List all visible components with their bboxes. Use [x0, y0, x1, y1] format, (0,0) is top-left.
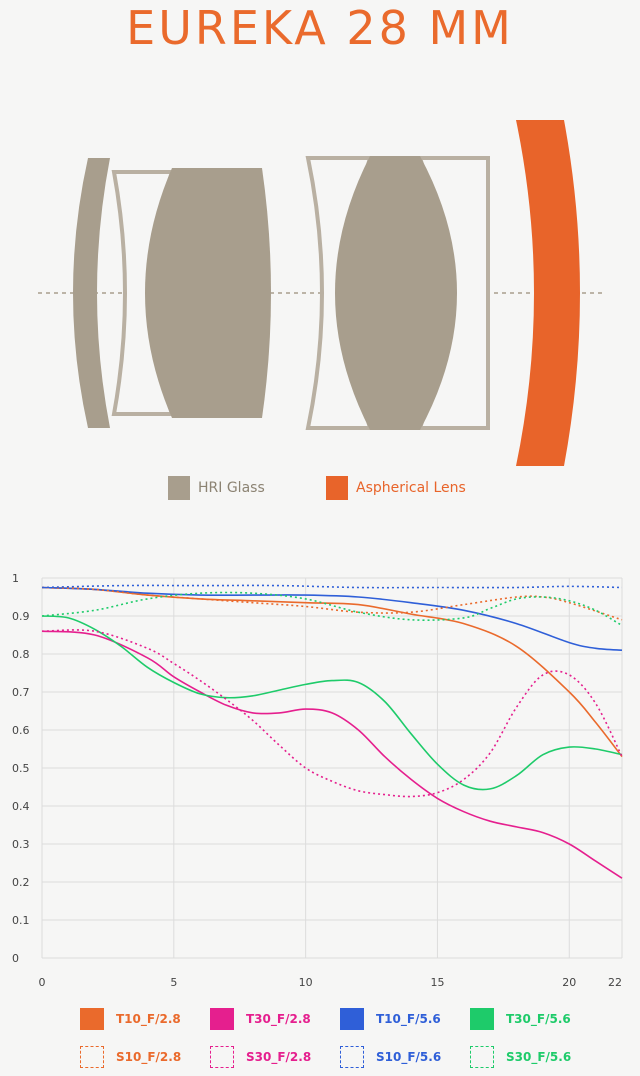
y-tick-label: 0.4 [12, 800, 30, 813]
legend-label: S30_F/5.6 [506, 1050, 572, 1064]
legend-item-s10-f-2-8: S10_F/2.8 [80, 1046, 181, 1068]
y-tick-label: 1 [12, 572, 19, 585]
page-title: EUREKA 28 MM [126, 1, 514, 55]
legend-label: T10_F/2.8 [116, 1012, 181, 1026]
legend-item-t30-f-2-8: T30_F/2.8 [210, 1008, 311, 1030]
legend-label: S30_F/2.8 [246, 1050, 312, 1064]
chart-legend: T10_F/2.8 T30_F/2.8 T10_F/5.6 T30_F/5.6 S10_… [60, 1008, 620, 1074]
chart-series [41, 584, 623, 879]
legend-swatch [80, 1046, 104, 1068]
legend-item-t30-f-5-6: T30_F/5.6 [470, 1008, 571, 1030]
y-tick-label: 0.5 [12, 762, 30, 775]
y-tick-label: 0.7 [12, 686, 30, 699]
series-line-s30-f-2-8 [41, 629, 623, 798]
y-tick-label: 0.6 [12, 724, 30, 737]
legend-swatch [470, 1008, 494, 1030]
x-tick-label: 15 [430, 976, 444, 989]
legend-label: T30_F/5.6 [506, 1012, 571, 1026]
x-tick-label: 22 [608, 976, 622, 989]
lens-element-6 [335, 156, 457, 430]
y-tick-label: 0 [12, 952, 19, 965]
hri-glass-label: HRI Glass [198, 480, 265, 496]
aspherical-label: Aspherical Lens [356, 480, 466, 496]
mtf-chart: 0 0.1 0.2 0.3 0.4 0.5 0.6 0.7 0.8 0.9 1 0 5 10 15 20 22 [12, 572, 623, 989]
series-line-t30-f-5-6 [41, 615, 623, 791]
chart-grid [41, 577, 623, 959]
hri-glass-swatch [168, 476, 190, 500]
legend-item-s30-f-2-8: S30_F/2.8 [210, 1046, 311, 1068]
legend-label: S10_F/2.8 [116, 1050, 182, 1064]
lens-element-3 [145, 168, 271, 418]
legend-swatch [470, 1046, 494, 1068]
x-tick-label: 0 [39, 976, 46, 989]
legend-item-t10-f-5-6: T10_F/5.6 [340, 1008, 441, 1030]
y-tick-label: 0.1 [12, 914, 30, 927]
legend-item-t10-f-2-8: T10_F/2.8 [80, 1008, 181, 1030]
x-tick-label: 10 [299, 976, 313, 989]
x-tick-label: 5 [170, 976, 177, 989]
y-tick-label: 0.9 [12, 610, 30, 623]
legend-item-s10-f-5-6: S10_F/5.6 [340, 1046, 441, 1068]
lens-diagram [38, 120, 605, 466]
x-axis-ticks: 0 5 10 15 20 22 [39, 976, 623, 989]
aspherical-swatch [326, 476, 348, 500]
legend-swatch [210, 1046, 234, 1068]
legend-label: S10_F/5.6 [376, 1050, 442, 1064]
lens-element-1 [73, 158, 110, 428]
legend-hri-glass: HRI Glass [168, 476, 265, 500]
series-line-t30-f-2-8 [41, 630, 623, 879]
y-axis-ticks: 0 0.1 0.2 0.3 0.4 0.5 0.6 0.7 0.8 0.9 1 [12, 572, 30, 965]
series-line-t10-f-5-6 [41, 586, 623, 651]
legend-aspherical-lens: Aspherical Lens [326, 476, 466, 500]
series-line-t10-f-2-8 [41, 586, 623, 758]
legend-item-s30-f-5-6: S30_F/5.6 [470, 1046, 571, 1068]
legend-swatch [80, 1008, 104, 1030]
aspherical-lens [516, 120, 580, 466]
y-tick-label: 0.3 [12, 838, 30, 851]
legend-swatch [210, 1008, 234, 1030]
series-line-s10-f-5-6 [41, 584, 623, 589]
legend-swatch [340, 1008, 364, 1030]
legend-swatch [340, 1046, 364, 1068]
y-tick-label: 0.2 [12, 876, 30, 889]
legend-label: T10_F/5.6 [376, 1012, 441, 1026]
series-line-s10-f-2-8 [41, 586, 623, 621]
y-tick-label: 0.8 [12, 648, 30, 661]
legend-label: T30_F/2.8 [246, 1012, 311, 1026]
x-tick-label: 20 [562, 976, 576, 989]
